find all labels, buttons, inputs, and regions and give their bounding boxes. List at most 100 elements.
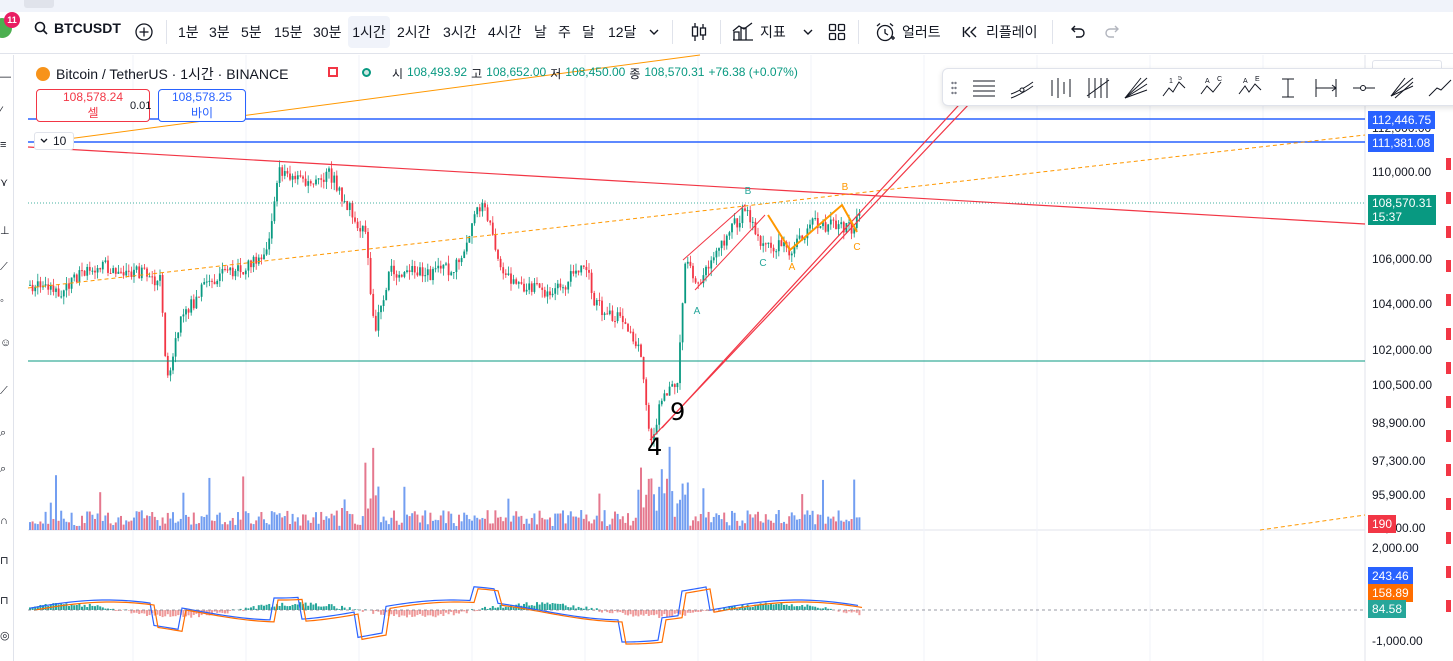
interval-30m[interactable]: 30분 [313, 24, 342, 40]
fib-tool-icon[interactable]: ⋎ [0, 177, 9, 189]
macd-histogram-bar [679, 610, 681, 615]
volume-bar [361, 516, 364, 530]
interval-5m[interactable]: 5분 [241, 24, 262, 40]
trendline-tool-icon[interactable]: ⁄ [0, 105, 2, 117]
crosshair-icon[interactable]: — [0, 71, 11, 83]
indicators-button[interactable]: 지표 [728, 16, 790, 48]
interval-15m[interactable]: 15분 [274, 24, 303, 40]
low-value: 108,450.00 [565, 65, 626, 79]
zoom-in-icon[interactable]: ⌕ [0, 427, 7, 439]
candle-body [840, 222, 843, 225]
macd-histogram-bar [546, 602, 549, 610]
volume-bar [809, 514, 811, 530]
interval-3h[interactable]: 3시간 [443, 24, 477, 40]
interval-month[interactable]: 달 [582, 24, 595, 40]
macd-histogram-bar [148, 610, 151, 616]
interval-week[interactable]: 주 [558, 24, 571, 40]
market-status-icon[interactable] [362, 68, 371, 77]
sell-button[interactable]: 108,578.24 셀 [36, 89, 150, 122]
flag-icon[interactable] [328, 67, 338, 77]
macd-histogram-bar [655, 610, 658, 615]
candle-body [718, 248, 720, 251]
notification-badge: 11 [4, 12, 20, 28]
candle-body [351, 202, 354, 218]
lock-drawings-icon[interactable]: ⊓ [0, 595, 9, 607]
horizontal-line-price-tag[interactable]: 112,446.75 [1368, 111, 1436, 129]
pattern-tool-icon[interactable]: ⊥ [0, 225, 10, 237]
volume-bar [208, 477, 211, 530]
candlesticks [29, 160, 861, 447]
interval-dropdown[interactable] [644, 16, 664, 48]
layouts-button[interactable] [824, 16, 850, 48]
regression-channel-icon[interactable] [1009, 76, 1035, 100]
undo-button[interactable] [1064, 16, 1090, 48]
alert-button[interactable]: 얼러트 [870, 16, 945, 48]
compare-symbol-button[interactable] [130, 16, 158, 48]
tab-hint[interactable] [24, 0, 54, 8]
replay-button[interactable]: 리플레이 [958, 16, 1042, 48]
candle-body [172, 356, 174, 371]
zoom-out-icon[interactable]: ⌕ [0, 463, 7, 475]
interval-4h[interactable]: 4시간 [488, 24, 522, 40]
macd-histogram-bar [702, 610, 705, 611]
indicators-collapse-button[interactable]: 10 [34, 132, 74, 150]
brush-tool-icon[interactable]: ◦ [0, 295, 4, 307]
magnet-icon[interactable]: ∩ [0, 515, 8, 527]
volume-bar [273, 512, 276, 530]
macd-histogram-bar [707, 610, 710, 612]
projection-tool-icon[interactable]: ⟋ [0, 261, 8, 273]
interval-12month[interactable]: 12달 [608, 24, 637, 40]
candle-body [655, 424, 658, 435]
lock-icon[interactable]: ⊓ [0, 555, 9, 567]
macd-histogram-bar [211, 610, 213, 615]
horizontal-line-price-tag[interactable]: 111,381.08 [1368, 134, 1435, 152]
eye-icon[interactable]: ◎ [0, 630, 10, 642]
macd-histogram-bar [491, 606, 494, 610]
cursor-tool-icon[interactable] [1275, 76, 1301, 100]
volume-bar [203, 516, 206, 530]
macd-histogram-bar [83, 604, 86, 610]
pitchfork-tool-icon[interactable]: ≡ [0, 139, 7, 151]
volume-bar [697, 521, 700, 530]
interval-3m[interactable]: 3분 [209, 24, 230, 40]
horizontal-lines-icon[interactable] [971, 76, 997, 100]
indicators-dropdown[interactable] [798, 16, 818, 48]
trend-angle-icon[interactable] [1427, 76, 1453, 100]
fib-channel-icon[interactable] [1085, 76, 1111, 100]
bars-pattern-icon[interactable] [1047, 76, 1073, 100]
volume-bar [465, 514, 468, 530]
ruler-tool-icon[interactable]: ⟋ [0, 385, 8, 397]
interval-day[interactable]: 날 [534, 24, 547, 40]
volume-bar [39, 521, 42, 530]
horizontal-ray-icon[interactable] [1351, 76, 1377, 100]
drag-handle-icon[interactable] [951, 81, 957, 95]
volume-bar [83, 523, 86, 530]
legend-title[interactable]: Bitcoin / TetherUS · 1시간 · BINANCE [56, 66, 289, 82]
chart-grid [28, 55, 1366, 661]
volume-bar [580, 510, 583, 530]
macd-histogram-bar [764, 602, 767, 610]
buy-button[interactable]: 108,578.25 바이 [158, 89, 246, 122]
candle-body [143, 267, 146, 269]
chart-type-button[interactable] [684, 16, 714, 48]
macd-histogram-bar [668, 610, 671, 617]
candle-body [504, 273, 507, 275]
volume-bar [369, 498, 372, 530]
redo-button[interactable] [1100, 16, 1126, 48]
fan-lines-icon[interactable] [1389, 76, 1415, 100]
macd-histogram-bar [624, 610, 627, 615]
date-range-icon[interactable] [1313, 76, 1339, 100]
gann-fan-icon[interactable] [1123, 76, 1149, 100]
interval-2h[interactable]: 2시간 [397, 24, 431, 40]
symbol-search-button[interactable]: BTCUSDT [34, 20, 121, 36]
candle-body [177, 332, 180, 339]
interval-1m[interactable]: 1분 [178, 24, 199, 40]
emoji-tool-icon[interactable]: ☺ [0, 337, 12, 349]
macd-histogram-bar [637, 610, 640, 617]
interval-1h[interactable]: 1시간 [348, 16, 390, 48]
macd-histogram-bar [671, 610, 674, 617]
